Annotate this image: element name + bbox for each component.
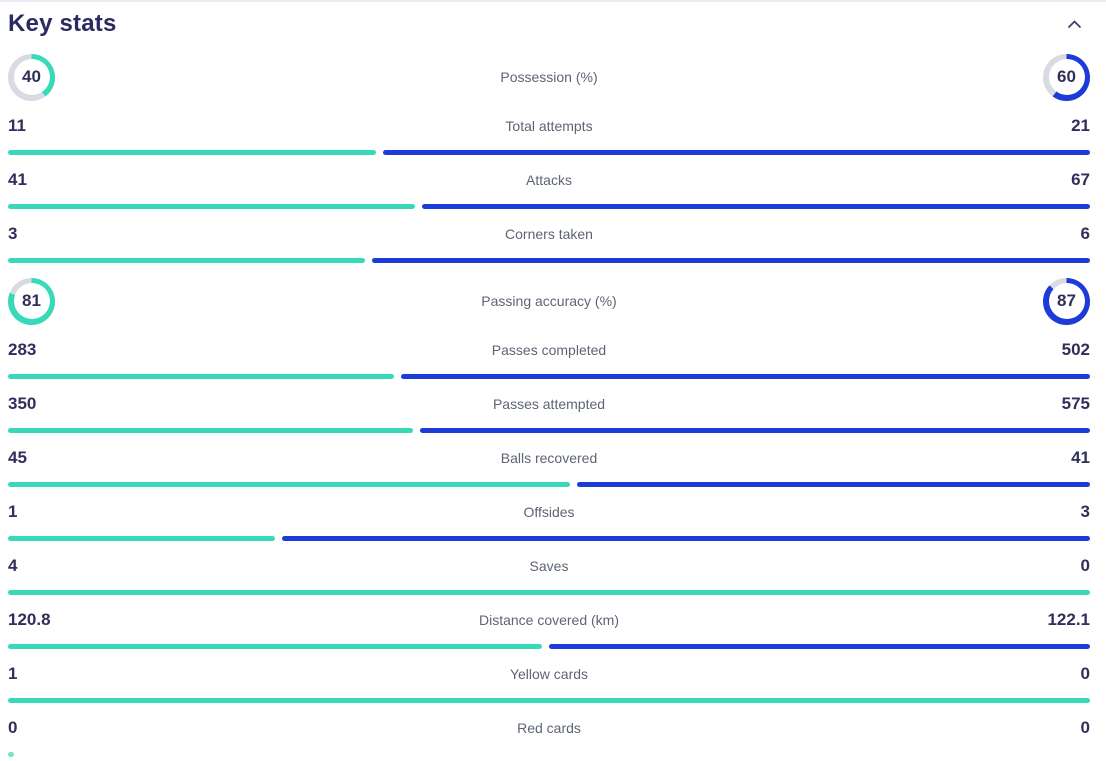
stat-row-ring: 40 Possession (%) 60 [8, 46, 1090, 108]
home-value: 41 [8, 170, 27, 189]
home-value: 0 [8, 718, 18, 737]
stat-bars [8, 590, 1090, 595]
home-value: 283 [8, 340, 37, 359]
value-line: 1 0 [8, 664, 1090, 684]
away-value: 60 [1057, 67, 1076, 86]
stat-bars [8, 482, 1090, 487]
stat-bars [8, 644, 1090, 649]
stats-list: 40 Possession (%) 60 11 21 Total attempt… [8, 46, 1090, 761]
stat-row-bar: 45 41 Balls recovered [8, 440, 1090, 494]
home-donut-ring: 40 [8, 53, 55, 101]
value-line: 283 502 [8, 340, 1090, 360]
stat-row-bar: 283 502 Passes completed [8, 332, 1090, 386]
away-bar [420, 428, 1090, 433]
stat-bars [8, 536, 1090, 541]
home-value: 3 [8, 224, 18, 243]
away-value: 0 [1080, 664, 1090, 683]
home-value: 350 [8, 394, 37, 413]
value-line: 120.8 122.1 [8, 610, 1090, 630]
panel-header: Key stats [8, 2, 1090, 46]
home-bar [8, 698, 1090, 703]
home-value: 1 [8, 502, 18, 521]
stat-row-bar: 41 67 Attacks [8, 162, 1090, 216]
away-bar [421, 204, 1090, 209]
stat-label: Passing accuracy (%) [481, 293, 617, 309]
away-value: 41 [1071, 448, 1090, 467]
home-bar [8, 428, 414, 433]
stat-bars [8, 204, 1090, 209]
away-bar [281, 536, 1090, 541]
value-line: 45 41 [8, 448, 1090, 468]
away-bar [382, 150, 1090, 155]
panel-title: Key stats [8, 10, 117, 37]
home-value: 40 [22, 67, 41, 86]
home-value: 4 [8, 556, 18, 575]
away-value: 0 [1080, 718, 1090, 737]
home-bar [8, 150, 376, 155]
home-value: 120.8 [8, 610, 51, 629]
away-value: 122.1 [1047, 610, 1090, 629]
value-line: 41 67 [8, 170, 1090, 190]
value-line: 4 0 [8, 556, 1090, 576]
home-bar [8, 204, 415, 209]
home-bar [8, 644, 543, 649]
home-value: 11 [8, 116, 26, 135]
stat-bars [8, 752, 1090, 757]
away-bar [401, 374, 1090, 379]
value-line: 11 21 [8, 116, 1090, 136]
away-bar [371, 258, 1090, 263]
away-value: 575 [1061, 394, 1090, 413]
chevron-up-icon [1067, 19, 1082, 29]
away-value: 67 [1071, 170, 1090, 189]
value-line: 1 3 [8, 502, 1090, 522]
home-value: 1 [8, 664, 18, 683]
stat-bars [8, 258, 1090, 263]
value-line: 350 575 [8, 394, 1090, 414]
home-bar [8, 590, 1090, 595]
stat-row-bar: 11 21 Total attempts [8, 108, 1090, 162]
stat-bars [8, 698, 1090, 703]
away-donut-ring: 60 [1043, 53, 1090, 101]
stat-row-bar: 1 3 Offsides [8, 494, 1090, 548]
stat-label: Possession (%) [500, 69, 598, 85]
stat-bars [8, 374, 1090, 379]
away-donut-ring: 87 [1043, 277, 1090, 325]
stat-row-bar: 350 575 Passes attempted [8, 386, 1090, 440]
away-value: 87 [1057, 291, 1076, 310]
stat-row-bar: 0 0 Red cards [8, 710, 1090, 761]
stat-row-bar: 3 6 Corners taken [8, 216, 1090, 270]
away-value: 6 [1080, 224, 1090, 243]
home-bar [8, 482, 571, 487]
away-value: 0 [1080, 556, 1090, 575]
home-bar [8, 374, 395, 379]
home-donut-ring: 81 [8, 277, 55, 325]
away-bar [577, 482, 1090, 487]
collapse-button[interactable] [1065, 18, 1084, 31]
stat-row-bar: 1 0 Yellow cards [8, 656, 1090, 710]
value-line: 3 6 [8, 224, 1090, 244]
stat-bars [8, 150, 1090, 155]
away-bar [549, 644, 1090, 649]
away-value: 3 [1080, 502, 1090, 521]
home-bar [8, 752, 14, 757]
home-value: 45 [8, 448, 27, 467]
home-value: 81 [22, 291, 41, 310]
stat-row-ring: 81 Passing accuracy (%) 87 [8, 270, 1090, 332]
stat-bars [8, 428, 1090, 433]
stat-row-bar: 4 0 Saves [8, 548, 1090, 602]
stat-row-bar: 120.8 122.1 Distance covered (km) [8, 602, 1090, 656]
home-bar [8, 536, 275, 541]
away-value: 21 [1071, 116, 1090, 135]
away-value: 502 [1061, 340, 1090, 359]
home-bar [8, 258, 365, 263]
value-line: 0 0 [8, 718, 1090, 738]
